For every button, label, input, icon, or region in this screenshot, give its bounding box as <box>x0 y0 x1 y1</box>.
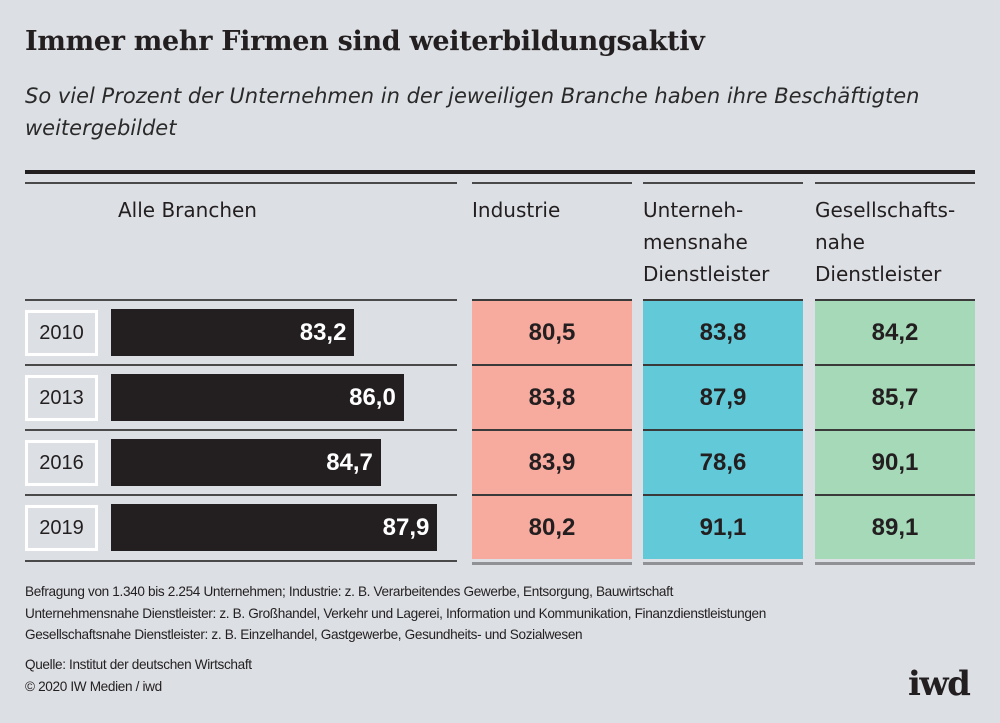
row-rule <box>815 429 975 431</box>
footnote-1: Befragung von 1.340 bis 2.254 Unternehme… <box>25 584 673 599</box>
header-rule <box>472 182 632 184</box>
column-header-line: Unterneh- <box>643 198 744 222</box>
source-note: Quelle: Institut der deutschen Wirtschaf… <box>25 657 252 672</box>
column-header-line: nahe <box>815 230 865 254</box>
column-header: Gesellschafts-nahe Dienstleister <box>815 194 975 290</box>
row-rule <box>643 299 803 301</box>
row-rule <box>815 494 975 496</box>
value-cell: 90,1 <box>815 431 975 494</box>
bottom-rule <box>472 562 632 565</box>
chart-title: Immer mehr Firmen sind weiterbildungsakt… <box>25 26 705 57</box>
year-label: 2013 <box>25 375 98 421</box>
row-rule <box>643 429 803 431</box>
header-rule <box>815 182 975 184</box>
top-rule <box>25 170 975 174</box>
year-label: 2016 <box>25 440 98 486</box>
bar-alle-branchen: 86,0 <box>111 374 404 421</box>
bar-value-label: 83,2 <box>299 319 347 346</box>
value-cell: 78,6 <box>643 431 803 494</box>
column-header: Industrie <box>472 194 632 226</box>
row-rule <box>643 494 803 496</box>
bar-alle-branchen: 84,7 <box>111 439 381 486</box>
column-header: Unterneh-mensnahe Dienstleister <box>643 194 803 290</box>
row-rule <box>815 364 975 366</box>
value-cell: 83,8 <box>472 366 632 429</box>
value-cell: 83,8 <box>643 301 803 364</box>
value-cell: 87,9 <box>643 366 803 429</box>
header-rule <box>25 182 457 184</box>
header-rule <box>643 182 803 184</box>
row-rule <box>25 494 457 496</box>
row-rule <box>472 299 632 301</box>
value-cell: 83,9 <box>472 431 632 494</box>
row-rule <box>472 494 632 496</box>
bar-value-label: 87,9 <box>382 514 430 541</box>
column-header: Alle Branchen <box>118 194 550 226</box>
value-cell: 89,1 <box>815 496 975 559</box>
row-rule <box>25 560 457 562</box>
row-rule <box>25 299 457 301</box>
chart-subtitle: So viel Prozent der Unternehmen in der j… <box>25 84 920 140</box>
column-header-line: Dienstleister <box>643 262 770 286</box>
value-cell: 80,2 <box>472 496 632 559</box>
bottom-rule <box>643 562 803 565</box>
column-header-line: mensnahe <box>643 230 748 254</box>
row-rule <box>815 299 975 301</box>
year-label: 2019 <box>25 505 98 551</box>
bar-value-label: 84,7 <box>326 449 373 476</box>
row-rule <box>643 364 803 366</box>
bottom-rule <box>815 562 975 565</box>
bar-alle-branchen: 83,2 <box>111 309 355 356</box>
column-header-line: Industrie <box>472 198 561 222</box>
row-rule <box>25 364 457 366</box>
column-header-line: Gesellschafts- <box>815 198 956 222</box>
bar-value-label: 86,0 <box>349 384 396 411</box>
value-cell: 91,1 <box>643 496 803 559</box>
column-header-line: Alle Branchen <box>118 198 257 222</box>
copyright-note: © 2020 IW Medien / iwd <box>25 678 162 694</box>
bar-alle-branchen: 87,9 <box>111 504 438 551</box>
value-cell: 80,5 <box>472 301 632 364</box>
footnote-3: Gesellschaftsnahe Dienstleister: z. B. E… <box>25 627 583 642</box>
row-rule <box>472 429 632 431</box>
year-label: 2010 <box>25 310 98 356</box>
row-rule <box>25 429 457 431</box>
footnote-2: Unternehmensnahe Dienstleister: z. B. Gr… <box>25 605 766 621</box>
row-rule <box>472 364 632 366</box>
column-header-line: Dienstleister <box>815 262 942 286</box>
value-cell: 85,7 <box>815 366 975 429</box>
iwd-logo: iwd <box>908 664 971 704</box>
value-cell: 84,2 <box>815 301 975 364</box>
